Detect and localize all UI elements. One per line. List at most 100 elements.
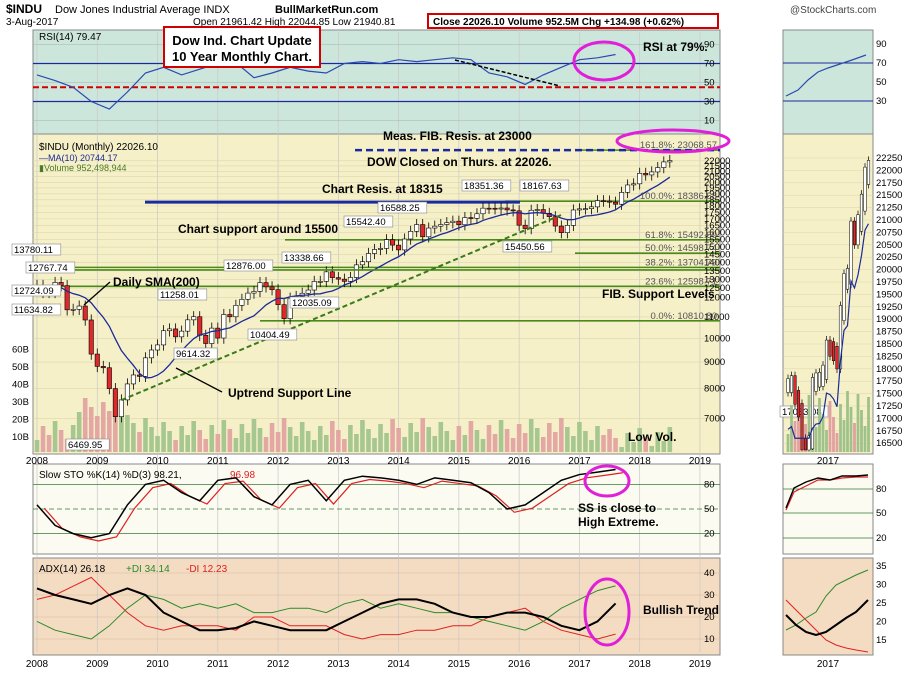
volume-bar: [336, 430, 341, 452]
price-panel-label: $INDU (Monthly) 22026.10: [39, 142, 158, 153]
volume-bar: [667, 427, 673, 452]
adx-note: Bullish Trend: [643, 603, 719, 617]
candle-body: [70, 308, 76, 311]
inset-price-tick: 20750: [876, 227, 902, 238]
fib-level-label: 38.2%: 13704.79: [645, 257, 717, 268]
inset-candle-body: [859, 193, 864, 232]
candle-body: [335, 277, 341, 280]
inset-volume-bar: [821, 414, 825, 452]
symbol-label: $INDU: [6, 2, 42, 16]
candle-body: [637, 173, 643, 185]
rsi-tick-label: 70: [704, 59, 715, 70]
adx-label: ADX(14) 26.18: [39, 564, 106, 575]
inset-price-tick: 19000: [876, 314, 902, 325]
x-tick-label-bottom: 2016: [508, 659, 531, 670]
indicator-lines-layer: [33, 53, 720, 640]
inset-ma-line: [787, 223, 870, 439]
candle-body: [504, 207, 510, 211]
volume-bar: [34, 440, 40, 452]
volume-tick-label: 60B: [12, 345, 29, 356]
price-annotation-box: [281, 251, 332, 264]
adx-tick-label: 10: [704, 634, 715, 645]
volume-bar: [239, 424, 245, 452]
volume-bar: [100, 402, 106, 452]
x-tick-label-bottom: 2014: [387, 659, 410, 670]
inset-volume-bar: [807, 395, 811, 452]
x-tick-label: 2009: [86, 456, 109, 467]
volume-bar: [414, 432, 419, 452]
inset-candle-body: [831, 341, 836, 362]
inset-volume-bar: [860, 410, 863, 452]
volume-bar: [474, 430, 480, 452]
price-tick-label: 17500: [704, 207, 730, 218]
inset-price-tick: 16500: [876, 438, 902, 449]
candle-body: [82, 305, 88, 321]
candle-body: [613, 201, 619, 205]
candle-body: [221, 314, 227, 339]
inset-candle-body: [852, 220, 857, 246]
volume-bar: [263, 437, 269, 452]
volume-bar: [354, 434, 359, 452]
price-annotation-box: [11, 303, 62, 316]
price-annotation-label: 13780.11: [14, 245, 53, 256]
candle-body: [402, 238, 408, 251]
volume-bar: [46, 435, 52, 452]
x-tick-label-bottom: 2015: [448, 659, 471, 670]
inset-sto-k-line: [785, 474, 869, 509]
x-tick-label-bottom: 2019: [689, 659, 712, 670]
inset-candle-body: [824, 339, 829, 380]
adx-tick-label: 40: [704, 568, 715, 579]
inset-candle-body: [810, 377, 815, 450]
inset-candle-body: [814, 372, 818, 392]
sto-highlight-circle: [583, 464, 631, 498]
inset-price-tick: 17750: [876, 376, 902, 387]
volume-bar: [185, 435, 190, 452]
chart-note: Chart Resis. at 18315: [322, 182, 443, 196]
candle-body: [588, 206, 594, 209]
candle-body: [390, 239, 396, 246]
price-tick-label: 16000: [704, 228, 730, 239]
volume-bar: [360, 420, 365, 452]
candle-body: [161, 330, 167, 346]
price-tick-label: 14500: [704, 250, 730, 261]
candle-body: [420, 224, 426, 238]
inset-sto-tick: 80: [876, 484, 887, 495]
price-annotation-box: [25, 261, 76, 274]
rsi-label: RSI(14) 79.47: [39, 32, 102, 43]
volume-bar: [366, 429, 371, 452]
candle-body: [365, 253, 371, 263]
price-tick-label: 15000: [704, 242, 730, 253]
inset-price-tick: 21500: [876, 190, 902, 201]
rsi-tick-label: 90: [704, 40, 715, 51]
x-tick-label: 2008: [26, 456, 49, 467]
volume-bar: [607, 429, 612, 452]
volume-bar: [504, 429, 510, 452]
inset-volume-bar: [867, 397, 870, 452]
candle-body: [468, 217, 474, 219]
volume-bar: [643, 437, 649, 452]
rsi-highlight-circle: [572, 40, 636, 82]
inset-candle-body: [803, 438, 808, 451]
inset-sto-d-line: [785, 476, 868, 511]
candle-body: [474, 213, 480, 219]
volume-bar: [426, 427, 432, 452]
volume-bar: [661, 441, 667, 452]
price-tick-label: 18000: [704, 201, 730, 212]
volume-bar: [257, 428, 263, 452]
inset-price-tick: 18500: [876, 339, 902, 350]
inset-price-tick: 19750: [876, 277, 902, 288]
candle-body: [444, 222, 450, 225]
volume-bar: [438, 422, 444, 452]
volume-bar: [323, 435, 329, 452]
volume-bar: [70, 425, 76, 452]
candle-body: [173, 328, 179, 338]
volume-bar: [559, 418, 564, 452]
price-annotation-label: 15450.56: [505, 242, 545, 253]
volume-bar: [113, 397, 118, 452]
volume-tick-label: 50B: [12, 362, 29, 373]
candle-body: [112, 388, 118, 417]
inset-candle-body: [786, 378, 790, 393]
volume-bar: [456, 426, 462, 452]
price-annotation-label: 12876.00: [226, 261, 266, 272]
inset-rsi-panel: [782, 29, 874, 135]
